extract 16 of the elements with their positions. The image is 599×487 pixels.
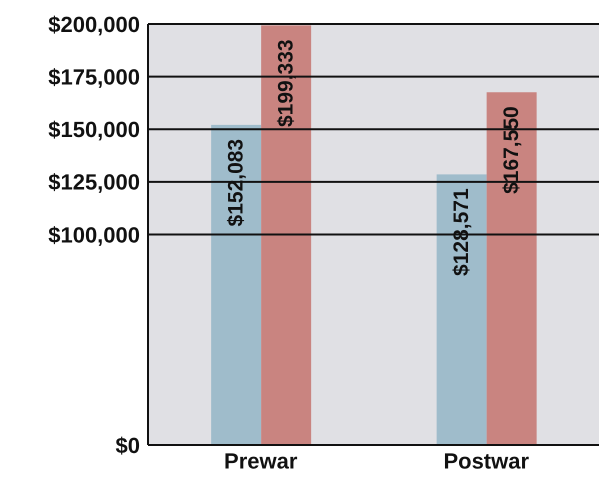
y-tick-label: $175,000 <box>48 64 140 90</box>
data-label: $128,571 <box>450 188 474 276</box>
data-label: $199,333 <box>274 39 298 127</box>
x-tick-label: Prewar <box>224 448 298 474</box>
y-tick-label: $100,000 <box>48 222 140 248</box>
y-tick-label: $150,000 <box>48 117 140 142</box>
bar <box>211 124 262 445</box>
y-tick-label: $0 <box>116 432 140 458</box>
bar <box>486 92 537 445</box>
bar <box>436 174 487 445</box>
bar <box>261 25 312 445</box>
y-tick-label: $125,000 <box>48 170 140 195</box>
y-tick-label: $200,000 <box>48 12 140 37</box>
data-label: $167,550 <box>500 106 524 194</box>
x-tick-label: Postwar <box>443 448 530 474</box>
data-label: $152,083 <box>224 138 248 226</box>
